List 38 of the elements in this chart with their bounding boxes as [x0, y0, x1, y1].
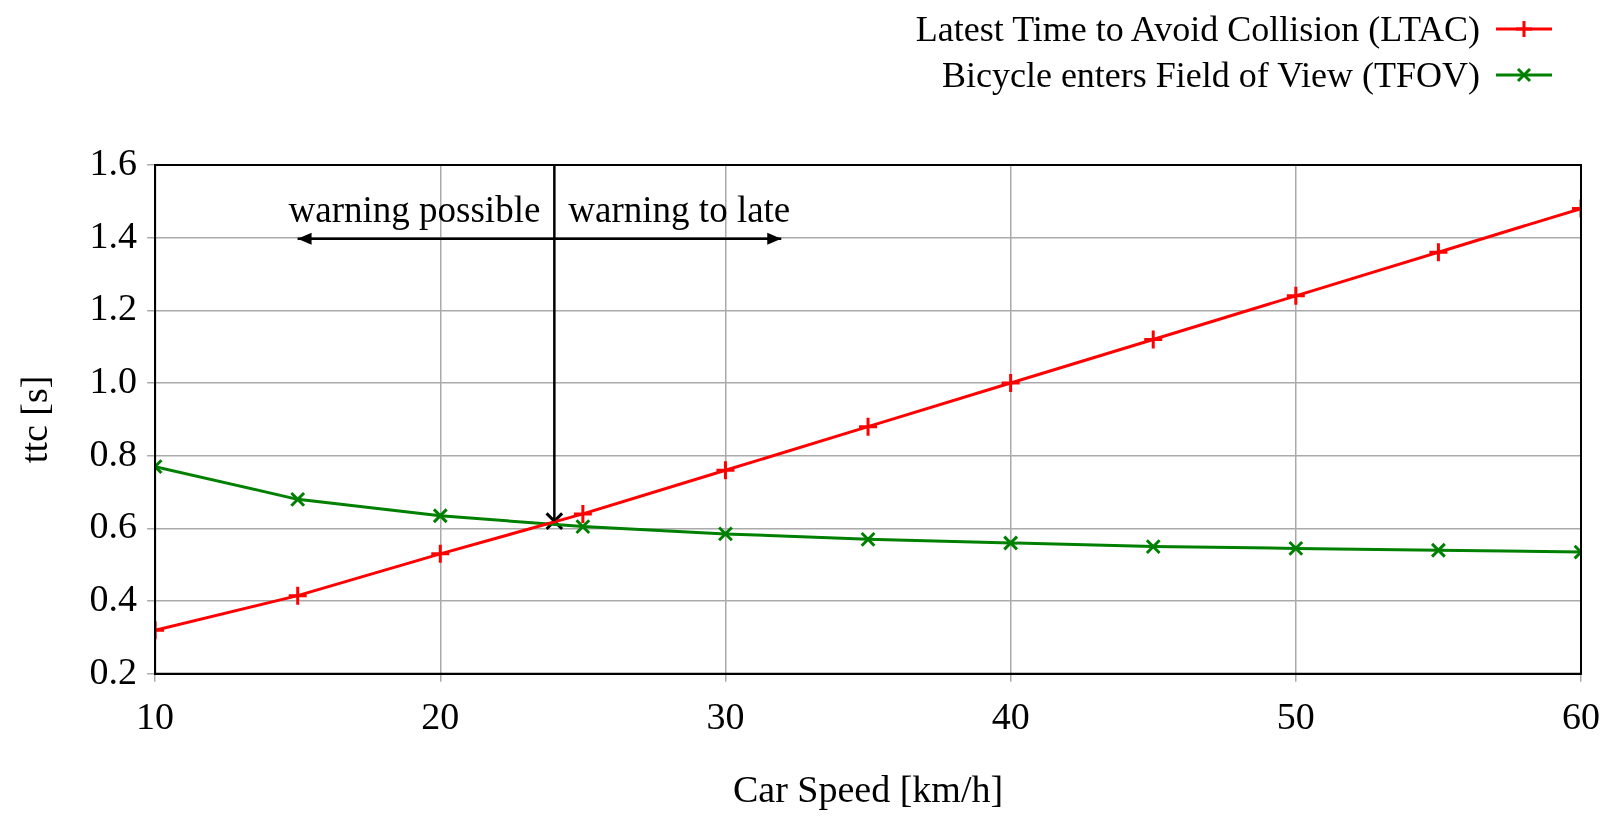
- point: [1427, 241, 1449, 263]
- point: [1287, 540, 1304, 557]
- x-tick-label: 10: [136, 694, 175, 737]
- y-tick-label: 0.4: [89, 577, 138, 620]
- y-tick-label: 1.6: [89, 140, 138, 183]
- x-tick-label: 40: [991, 694, 1030, 737]
- y-tick-label: 1.4: [89, 213, 138, 256]
- point: [1000, 372, 1022, 394]
- legend-label: Latest Time to Avoid Collision (LTAC): [915, 8, 1480, 50]
- y-tick-label: 1.0: [89, 359, 138, 402]
- point: [287, 585, 309, 607]
- point: [717, 526, 734, 542]
- y-tick-label: 0.6: [89, 504, 138, 547]
- point: [429, 543, 451, 565]
- x-tick-label: 20: [421, 694, 460, 737]
- y-axis-title: ttc [s]: [12, 375, 55, 464]
- y-tick-label: 0.8: [89, 431, 138, 474]
- annotation: warning to late: [568, 188, 791, 230]
- x-tick-label: 30: [706, 694, 745, 737]
- point: [575, 518, 591, 535]
- point: [1430, 542, 1447, 559]
- y-tick-label: 0.2: [89, 649, 138, 692]
- point: [1285, 285, 1307, 307]
- point: [432, 507, 449, 524]
- y-tick-label: 1.2: [89, 286, 138, 329]
- point: [572, 503, 594, 525]
- point: [1002, 535, 1019, 551]
- point: [857, 416, 879, 438]
- point: [1142, 328, 1164, 350]
- x-axis-title: Car Speed [km/h]: [732, 768, 1004, 811]
- annotation: warning possible: [288, 188, 541, 230]
- x-tick-label: 50: [1276, 694, 1315, 737]
- x-tick-label: 60: [1562, 694, 1600, 737]
- point: [1145, 538, 1162, 555]
- point: [860, 531, 876, 548]
- point: [289, 491, 306, 508]
- point: [714, 459, 736, 481]
- legend-label: Bicycle enters Field of View (TFOV): [941, 54, 1480, 96]
